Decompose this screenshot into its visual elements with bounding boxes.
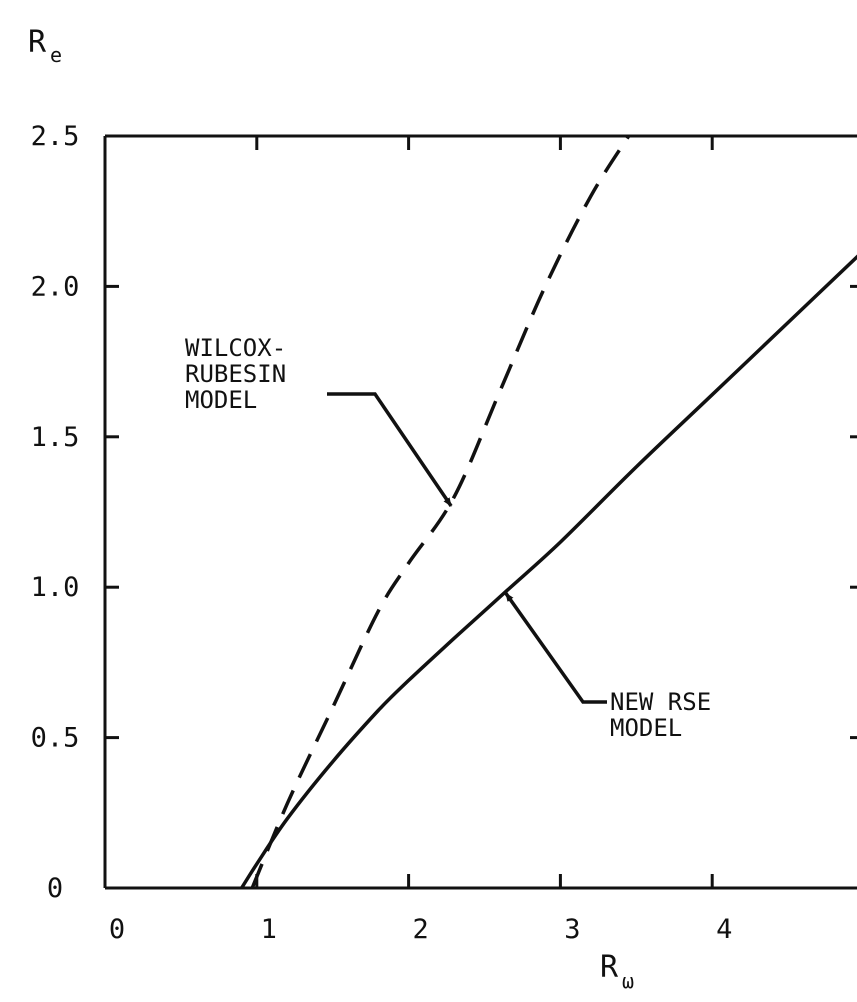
series-new-rse-line <box>240 254 857 889</box>
x-tick-label-4: 4 <box>716 914 732 945</box>
annotation-new-rse-arrow <box>504 592 607 704</box>
y-tick-label-2: 1.0 <box>31 572 80 603</box>
annotation-new-rse-line-1: MODEL <box>610 714 682 742</box>
x-axis-title: R <box>600 950 619 985</box>
annotation-wilcox-rubesin-line-0: WILCOX- <box>185 334 286 362</box>
y-tick-label-0: 0 <box>47 873 63 904</box>
y-tick-label-3: 1.5 <box>31 422 80 453</box>
annotation-wilcox-rubesin-line-1: RUBESIN <box>185 360 286 388</box>
x-axis-title-subscript: ω <box>622 969 634 993</box>
y-axis-title: R <box>28 25 47 60</box>
annotation-wilcox-rubesin-line-2: MODEL <box>185 386 257 414</box>
series-wilcox-rubesin-line <box>250 135 631 889</box>
y-axis-title-subscript: e <box>50 43 62 67</box>
x-tick-label-0: 0 <box>109 914 125 945</box>
x-tick-label-2: 2 <box>412 914 428 945</box>
series-layer <box>240 135 857 889</box>
ticks <box>105 134 857 888</box>
annotation-new-rse-line-0: NEW RSE <box>610 688 711 716</box>
x-tick-label-1: 1 <box>261 914 277 945</box>
y-tick-label-1: 0.5 <box>31 723 80 754</box>
tick-labels: 01234500.51.01.52.02.5 <box>31 121 733 945</box>
y-tick-label-4: 2.0 <box>31 271 80 302</box>
y-tick-label-5: 2.5 <box>31 121 80 152</box>
plot-area <box>103 134 857 890</box>
annotation-wilcox-rubesin-arrow <box>327 392 453 507</box>
x-tick-label-3: 3 <box>564 914 580 945</box>
